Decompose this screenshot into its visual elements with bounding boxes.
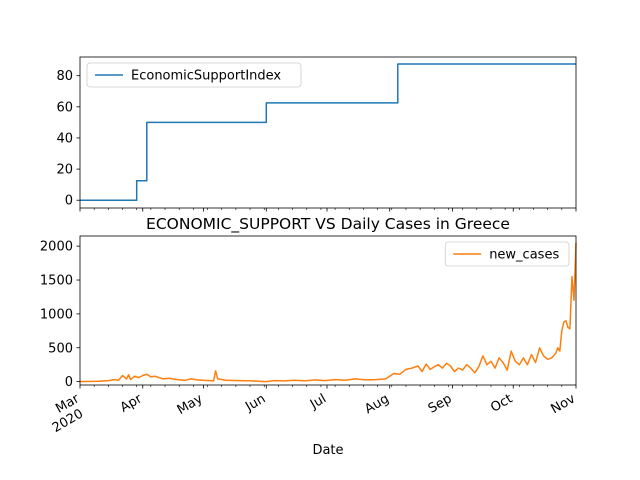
x-tick-label-aug: Aug bbox=[362, 391, 391, 417]
x-tick-label-jul: Jul bbox=[307, 391, 329, 412]
x-tick-label-oct: Oct bbox=[488, 391, 515, 415]
y-tick-label: 2000 bbox=[40, 240, 73, 255]
legend-box bbox=[444, 241, 570, 267]
x-tick-label-nov: Nov bbox=[549, 391, 579, 417]
legend: new_cases bbox=[444, 241, 570, 267]
y-tick-label: 80 bbox=[56, 69, 73, 84]
legend-label: EconomicSupportIndex bbox=[131, 69, 281, 84]
y-tick-label: 500 bbox=[48, 341, 73, 356]
x-tick-label-apr: Apr bbox=[118, 391, 146, 416]
economic-support-chart: 0 20 40 60 80 EconomicSupportIndex bbox=[56, 56, 577, 212]
y-tick-label: 20 bbox=[56, 163, 73, 178]
y-tick-label: 1500 bbox=[40, 274, 73, 289]
x-tick-label-may: May bbox=[175, 391, 206, 418]
y-tick-label: 40 bbox=[56, 131, 73, 146]
y-tick-label: 60 bbox=[56, 100, 73, 115]
x-tick-label-sep: Sep bbox=[426, 391, 455, 416]
axes-frame bbox=[79, 56, 577, 209]
axes-frame bbox=[79, 235, 577, 386]
chart-title: ECONOMIC_SUPPORT VS Daily Cases in Greec… bbox=[146, 215, 510, 234]
x-tick-label-jun: Jun bbox=[242, 391, 268, 415]
x-axis-label: Date bbox=[312, 443, 343, 458]
y-tick-label: 0 bbox=[65, 375, 73, 390]
series-line-new_cases bbox=[79, 242, 577, 383]
series-line-EconomicSupportIndex bbox=[80, 63, 576, 201]
legend-box bbox=[86, 62, 302, 88]
legend: EconomicSupportIndex bbox=[86, 62, 302, 88]
y-tick-label: 0 bbox=[65, 194, 73, 209]
legend-label: new_cases bbox=[489, 248, 559, 263]
y-tick-label: 1000 bbox=[40, 307, 73, 322]
